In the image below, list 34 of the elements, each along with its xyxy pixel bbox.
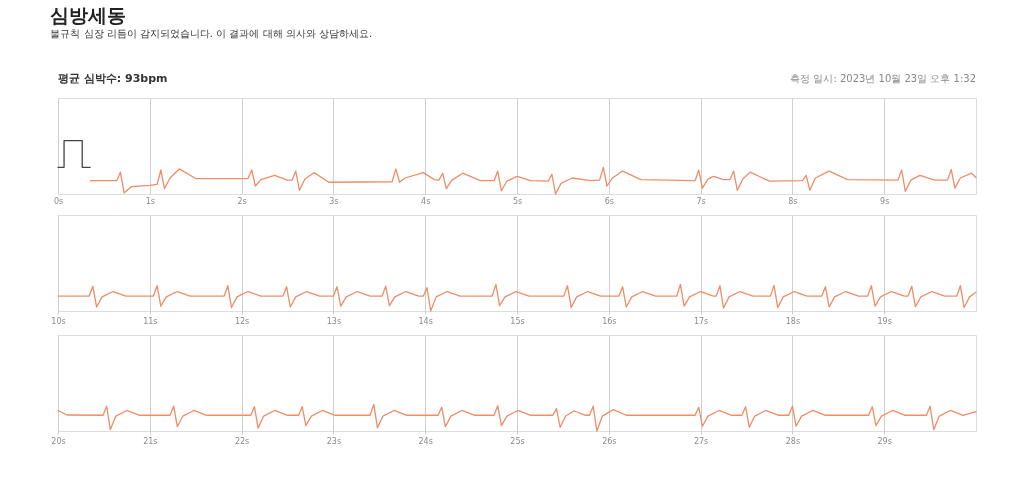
x-tick-label: 19s	[877, 316, 892, 326]
x-tick-label: 11s	[143, 316, 158, 326]
text: 평균 심박수: 93bpm	[58, 72, 168, 85]
x-tick-label: 18s	[785, 316, 801, 326]
x-tick-label: 27s	[693, 436, 709, 446]
x-tick-label: 2s	[237, 196, 247, 206]
x-tick-label: 23s	[326, 436, 342, 446]
x-tick-label: 13s	[326, 316, 342, 326]
x-tick-label: 28s	[785, 436, 801, 446]
x-tick-label: 1s	[145, 196, 155, 206]
x-tick-label: 22s	[234, 436, 250, 446]
x-tick-label: 26s	[602, 436, 617, 446]
x-tick-label: 20s	[51, 436, 66, 446]
x-tick-label: 10s	[51, 316, 66, 326]
x-tick-label: 0s	[53, 196, 64, 206]
x-tick-label: 3s	[329, 196, 339, 206]
x-tick-label: 5s	[512, 196, 523, 206]
x-tick-label: 4s	[421, 196, 431, 206]
x-tick-label: 14s	[418, 316, 433, 326]
x-tick-label: 9s	[880, 196, 890, 206]
x-tick-label: 6s	[604, 196, 614, 206]
x-tick-label: 16s	[602, 316, 617, 326]
x-tick-label: 15s	[510, 316, 525, 326]
x-tick-label: 12s	[234, 316, 250, 326]
x-tick-label: 17s	[693, 316, 709, 326]
x-tick-label: 29s	[877, 436, 892, 446]
text: 측정 일시: 2023년 10월 23일 오후 1:32	[790, 73, 976, 84]
x-tick-label: 21s	[143, 436, 158, 446]
chart-title: 심방세동	[50, 3, 127, 26]
chart-subtitle: 불규칙 심장 리듬이 감지되었습니다. 이 결과에 대해 의사와 상담하세요.	[50, 27, 373, 39]
x-tick-label: 8s	[788, 196, 798, 206]
x-tick-label: 25s	[510, 436, 525, 446]
x-tick-label: 7s	[696, 196, 706, 206]
x-tick-label: 24s	[418, 436, 433, 446]
